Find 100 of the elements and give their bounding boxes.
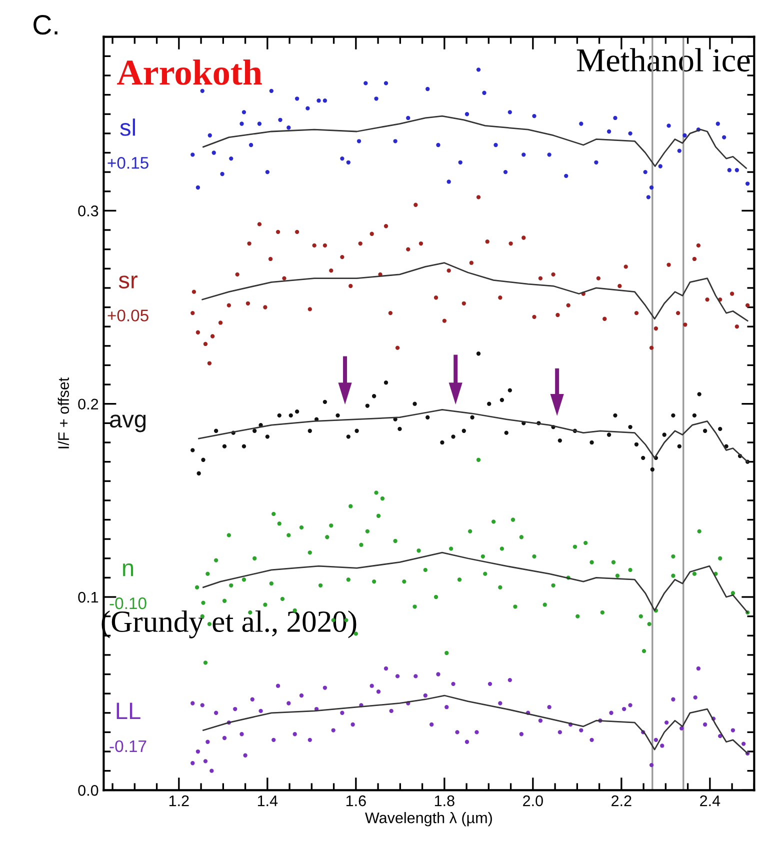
y-axis-title: I/F + offset — [58, 377, 70, 448]
x-tick-label: 2.0 — [523, 795, 543, 806]
point — [532, 114, 536, 118]
point — [650, 467, 654, 472]
point — [628, 131, 632, 136]
point — [200, 88, 204, 94]
point — [451, 434, 456, 439]
point — [547, 152, 552, 157]
point — [196, 185, 200, 190]
point — [201, 458, 206, 462]
y-tick-label: 0.2 — [78, 398, 98, 410]
point — [190, 448, 195, 452]
point — [628, 424, 632, 430]
line-series — [202, 262, 748, 322]
point — [590, 440, 594, 445]
series-label: sr +0.05 — [108, 276, 148, 322]
point — [462, 428, 466, 433]
point — [265, 434, 270, 439]
point — [278, 118, 282, 122]
point — [508, 110, 512, 114]
point — [322, 98, 328, 103]
point — [294, 96, 300, 101]
y-tick-label: 0.3 — [78, 206, 98, 216]
point — [190, 152, 195, 157]
line-series — [202, 115, 747, 169]
point — [269, 88, 274, 94]
point — [558, 438, 562, 443]
point — [406, 116, 410, 120]
point — [196, 471, 201, 476]
point — [214, 428, 218, 433]
point — [658, 164, 662, 168]
point — [718, 426, 722, 432]
point — [613, 116, 618, 120]
point — [606, 432, 612, 437]
point — [440, 440, 444, 445]
point — [294, 409, 300, 414]
point — [316, 98, 321, 103]
point — [412, 402, 417, 406]
line-series — [198, 408, 748, 462]
point — [240, 122, 244, 126]
point — [487, 402, 492, 406]
point — [476, 352, 481, 356]
point — [212, 150, 216, 155]
point — [257, 122, 262, 126]
point — [426, 415, 430, 420]
point — [288, 413, 293, 418]
text: C. — [34, 14, 58, 35]
point — [470, 415, 474, 420]
y-tick-label: 0.0 — [78, 785, 98, 796]
x-axis-title: Wavelength λ (µm) — [365, 812, 492, 826]
point — [286, 126, 291, 130]
point — [594, 160, 598, 164]
x-tick-label: 1.2 — [169, 795, 189, 806]
x-tick-label: 1.8 — [434, 795, 454, 806]
point — [354, 428, 359, 433]
point — [503, 170, 508, 174]
x-tick-label: 2.2 — [612, 795, 632, 806]
point — [229, 156, 234, 161]
point — [634, 442, 639, 446]
point — [374, 96, 378, 101]
point — [208, 133, 212, 138]
point — [252, 428, 257, 433]
chart-title: Arrokoth — [117, 59, 262, 85]
point — [458, 160, 462, 164]
series-label: sl +0.15 — [108, 118, 148, 169]
annotation: Methanol ice — [576, 48, 750, 72]
point — [646, 195, 650, 200]
point — [340, 156, 344, 161]
text: n -0.10 — [110, 563, 146, 610]
point — [398, 426, 402, 432]
point — [384, 380, 388, 385]
point — [322, 400, 328, 404]
point — [671, 413, 676, 418]
point — [306, 106, 310, 110]
point — [662, 432, 666, 437]
point — [697, 392, 702, 396]
point — [365, 404, 370, 408]
point — [500, 398, 504, 402]
point — [222, 444, 227, 448]
point — [564, 174, 568, 178]
point — [494, 142, 498, 148]
point — [308, 428, 312, 433]
point — [613, 413, 618, 418]
point — [242, 444, 246, 448]
point — [464, 112, 470, 116]
point — [641, 456, 646, 460]
point — [220, 172, 224, 176]
point — [666, 124, 671, 128]
point — [393, 139, 398, 144]
point — [745, 182, 750, 186]
point — [734, 168, 739, 172]
point — [356, 139, 362, 144]
point — [579, 122, 584, 126]
point — [446, 180, 451, 184]
series-label: LL -0.17 — [110, 702, 146, 752]
point — [336, 413, 340, 418]
point — [426, 86, 430, 92]
point — [649, 185, 654, 190]
x-tick-label: 1.6 — [346, 795, 366, 806]
point — [504, 430, 508, 435]
